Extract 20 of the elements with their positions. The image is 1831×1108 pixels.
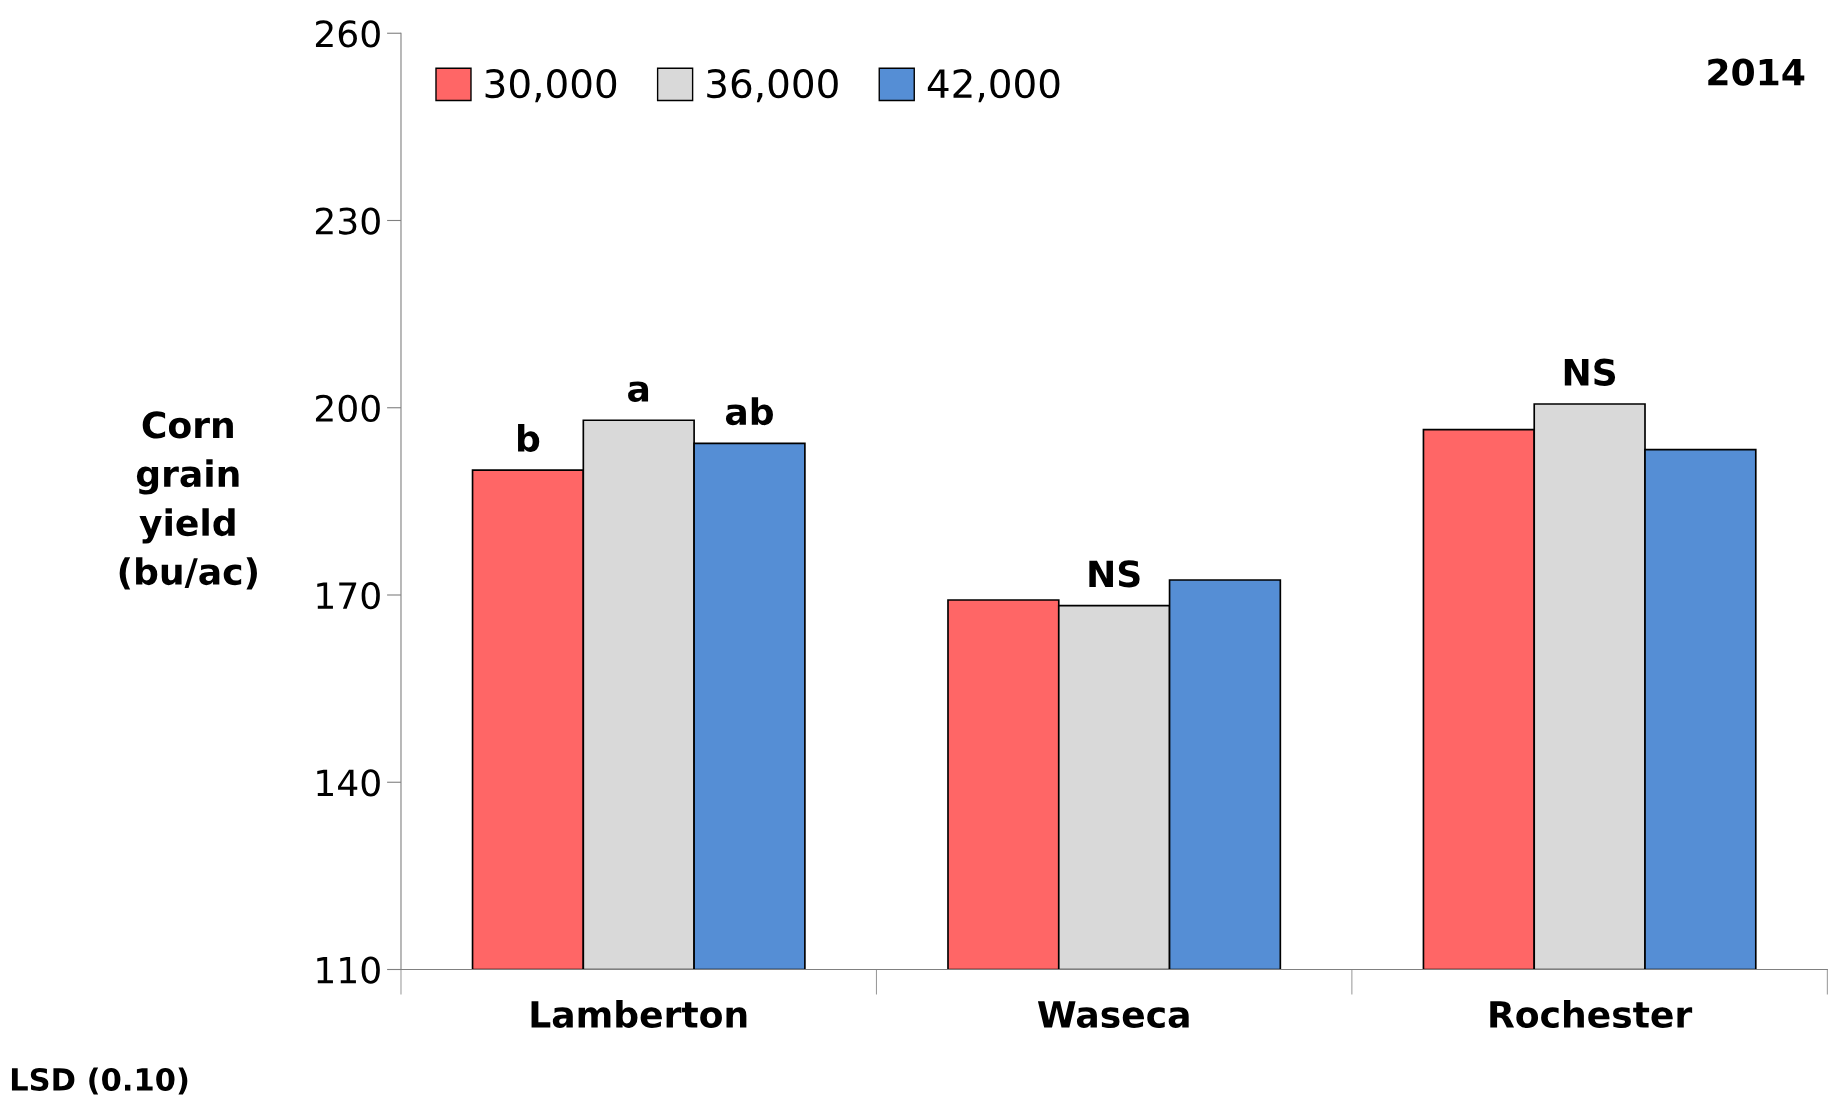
y-tick-label: 110	[317, 956, 380, 984]
x-tick-label: Waseca	[1037, 1001, 1189, 1029]
annotation: 2014	[1708, 58, 1805, 86]
y-tick-label: 140	[317, 769, 380, 797]
y-axis-title: Corn grain yield (bu/ac)	[119, 411, 257, 590]
data-label: NS	[1089, 560, 1140, 588]
y-tick-label: 170	[317, 581, 380, 610]
data-label: NS	[1564, 358, 1616, 386]
data-label: b	[518, 424, 540, 453]
y-tick-label: 260	[315, 20, 380, 48]
data-label: ab	[725, 397, 773, 426]
y-tick-label: 200	[315, 394, 380, 422]
text: LSD (0.10)	[11, 1067, 188, 1095]
legend-label: 42,000	[927, 68, 1060, 103]
y-tick-label: 230	[315, 207, 380, 235]
data-label: a	[628, 381, 649, 403]
x-tick-label: Lamberton	[531, 1000, 747, 1029]
legend-label: 36,000	[707, 68, 838, 103]
legend-label: 30,000	[485, 68, 617, 103]
x-tick-label: Rochester	[1490, 1000, 1693, 1029]
